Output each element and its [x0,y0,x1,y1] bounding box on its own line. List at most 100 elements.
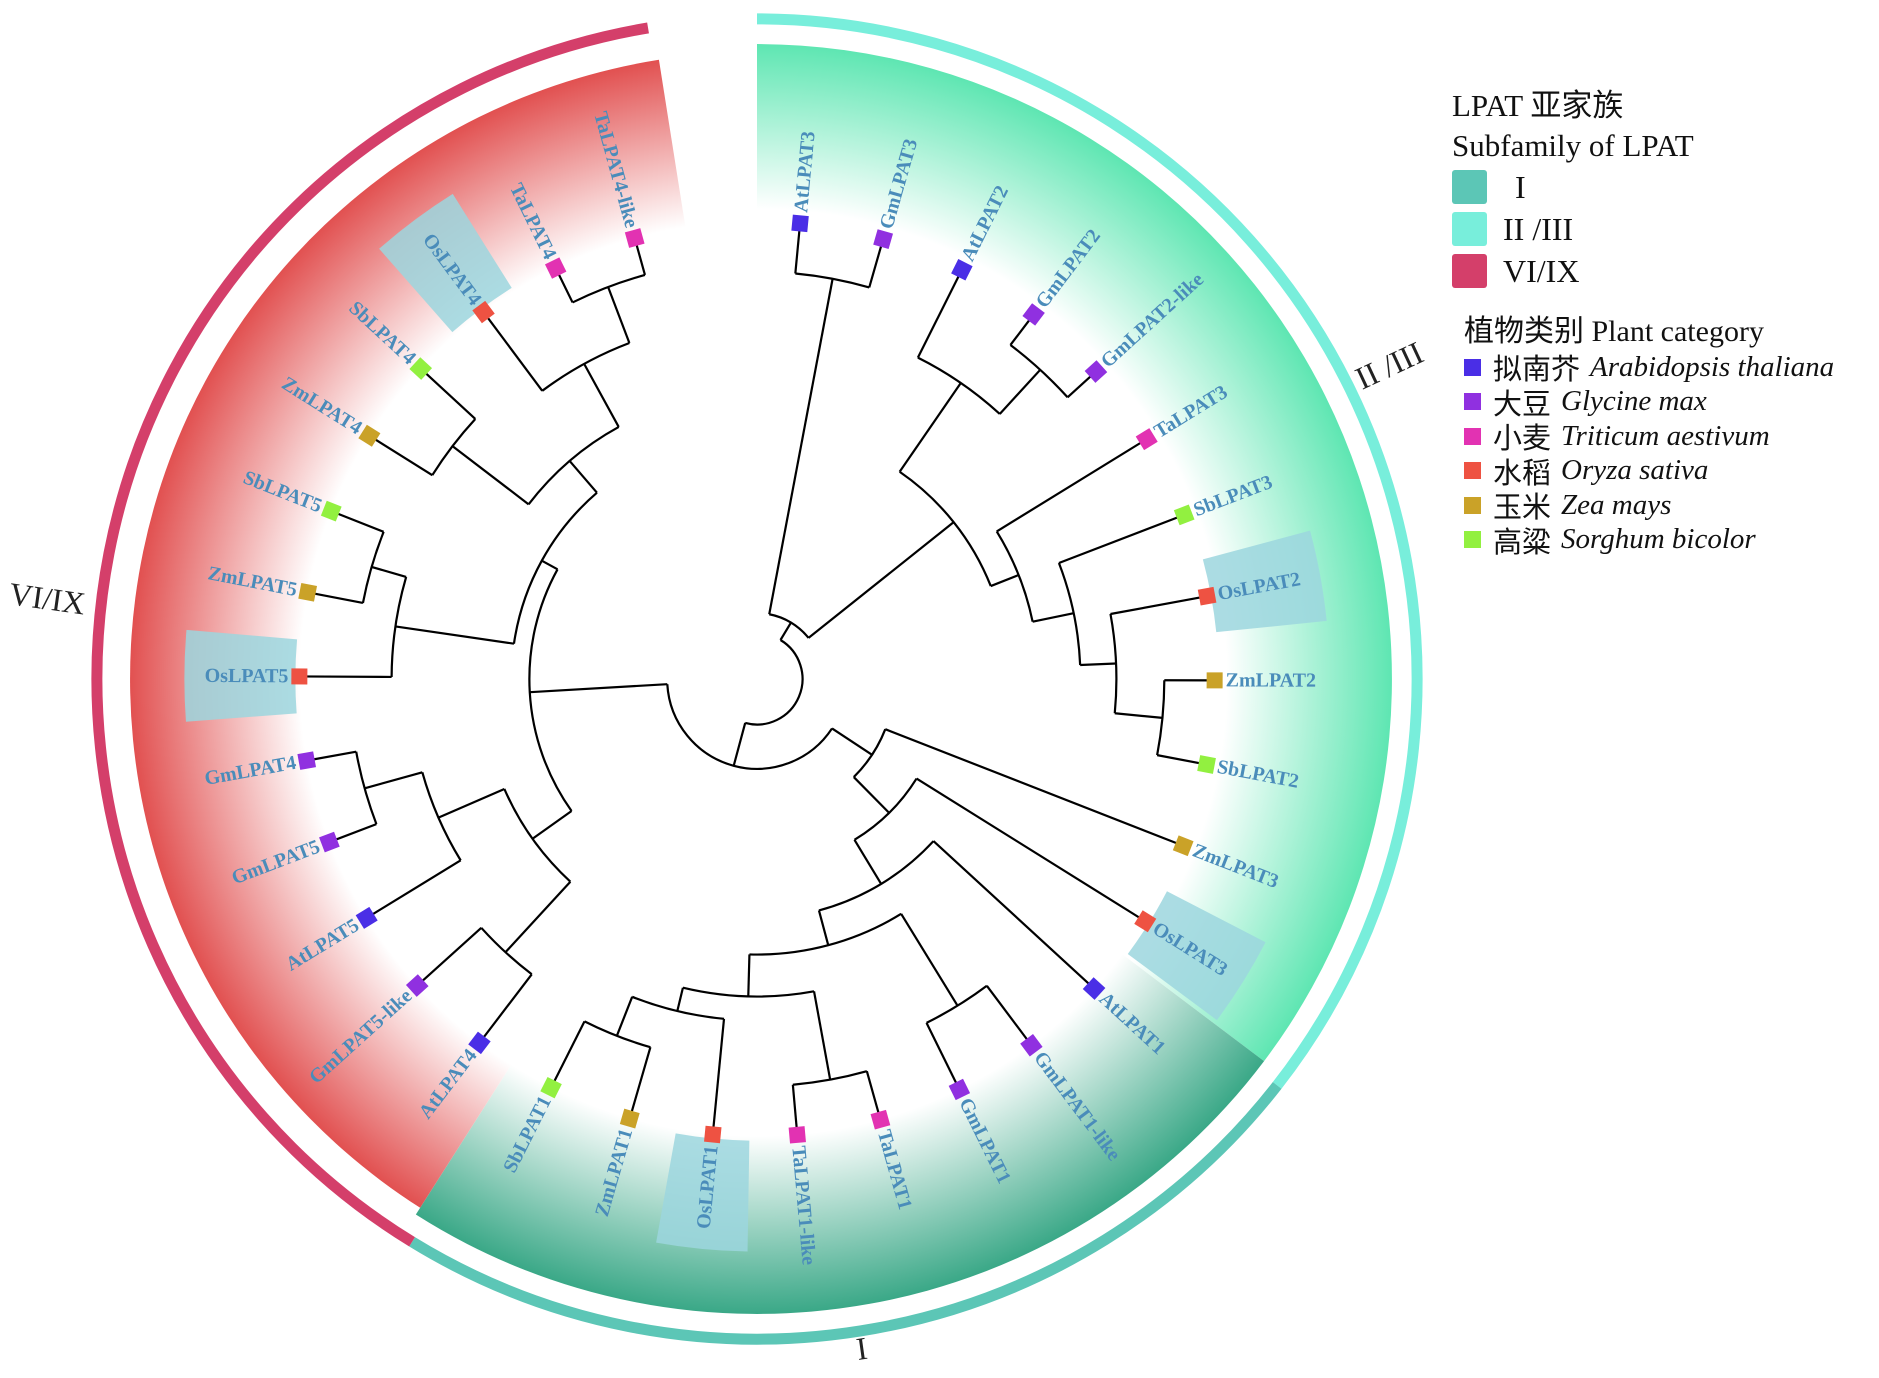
branch-line [529,683,668,694]
clade-label-ii-iii: II /III [1350,334,1429,396]
species-marker [409,357,433,380]
subfamily-swatch [1452,212,1487,246]
species-marker [472,300,495,324]
species-name-latin: Sorghum bicolor [1561,523,1756,556]
branch-line [998,369,1042,415]
branch-line [990,573,1020,588]
species-marker [1022,303,1045,326]
species-marker [1197,586,1217,606]
species-marker [544,257,567,279]
species-marker [1197,755,1216,774]
branch-line [985,985,1033,1046]
branch-line [607,286,631,344]
species-marker [297,751,317,770]
species-legend-item: 拟南芥 Arabidopsis thaliana [1464,350,1835,386]
species-marker [319,831,340,853]
subfamily-legend-item: VI/IX [1452,250,1834,292]
subfamily-label: II /III [1503,210,1574,247]
species-marker [468,1031,491,1055]
branch-line [550,1020,586,1089]
leaf-label: ZmLPAT2 [1226,669,1316,691]
branch-line [364,771,423,790]
branch-line [541,559,559,571]
branch-line [482,311,544,392]
subfamily-legend-title-en: Subfamily of LPAT [1452,128,1694,163]
ring-i [409,1082,1282,1345]
species-name-latin: Glycine max [1561,385,1707,418]
oryza-highlight [656,1133,750,1252]
branch-line [416,927,483,987]
branch-line [307,591,364,605]
species-marker [1020,1034,1043,1057]
species-marker [1172,835,1194,857]
branch-line [395,625,515,645]
species-name-cn: 小麦 [1493,423,1552,456]
branch-line [371,565,407,579]
tree-branches [299,223,1215,1135]
branch-line [900,913,959,1007]
species-name-cn: 高粱 [1493,526,1552,559]
branch-line [583,363,620,428]
species-legend-list: 拟南芥 Arabidopsis thaliana 大豆 Glycine max 小麦 Tr… [1452,350,1835,559]
species-name-cn: 大豆 [1493,388,1552,421]
oryza-highlight [184,629,298,722]
branch-line [628,1046,652,1119]
species-swatch [1464,531,1481,549]
branch-line [366,859,462,919]
branch-line [868,238,885,288]
tree-background [299,221,1215,1137]
branch-line [807,521,955,639]
species-marker [948,1078,971,1101]
subfamily-legend-title-cn: LPAT 亚家族 [1452,88,1624,123]
species-marker [791,214,809,233]
ring-vi-ix [91,22,649,1247]
species-marker [1173,504,1195,526]
species-legend-item: 大豆 Glycine max [1464,385,1834,421]
species-name-latin: Triticum aestivum [1561,419,1770,452]
species-legend-item: 水稻 Oryza sativa [1464,454,1834,490]
species-marker [873,229,894,249]
subfamily-legend-item: I [1452,166,1834,208]
branch-line [306,750,357,762]
subfamily-swatch [1452,254,1487,288]
species-marker [1134,910,1157,933]
species-name-cn: 玉米 [1493,492,1552,525]
species-marker [358,424,381,447]
branch-line [504,880,572,953]
branch-line [898,382,962,473]
species-name-latin: Zea mays [1561,488,1672,521]
leaf-label: OsLPAT5 [205,665,289,687]
branch-line [676,987,684,1012]
branch-arc [853,777,918,841]
species-marker [1135,428,1158,451]
species-marker [1206,672,1223,689]
branch-arc [744,639,804,726]
species-swatch [1464,358,1481,376]
branch-line [329,823,377,844]
subfamily-rings [91,13,1423,1345]
branch-line [915,777,1146,923]
plant-category-title: 植物类别 Plant category [1464,315,1764,348]
branch-line [996,438,1148,533]
branch-line [794,223,802,274]
species-marker [291,668,308,685]
branch-line [812,991,832,1080]
species-marker [540,1076,562,1099]
species-marker [624,228,645,248]
branch-line [925,1022,961,1090]
species-swatch [1464,496,1481,514]
branch-line [865,1070,882,1120]
species-legend-item: 玉米 Zea mays [1464,488,1834,524]
branch-line [817,910,830,946]
branch-line [1156,754,1207,766]
branch-line [330,510,385,533]
branch-line [615,996,634,1037]
branch-line [732,722,747,767]
branch-line [568,460,598,494]
species-name-latin: Arabidopsis thaliana [1590,350,1835,383]
branch-arc [899,470,992,587]
species-name-cn: 水稻 [1493,457,1552,490]
subfamily-swatch [1452,170,1487,204]
oryza-highlight [1202,530,1327,633]
